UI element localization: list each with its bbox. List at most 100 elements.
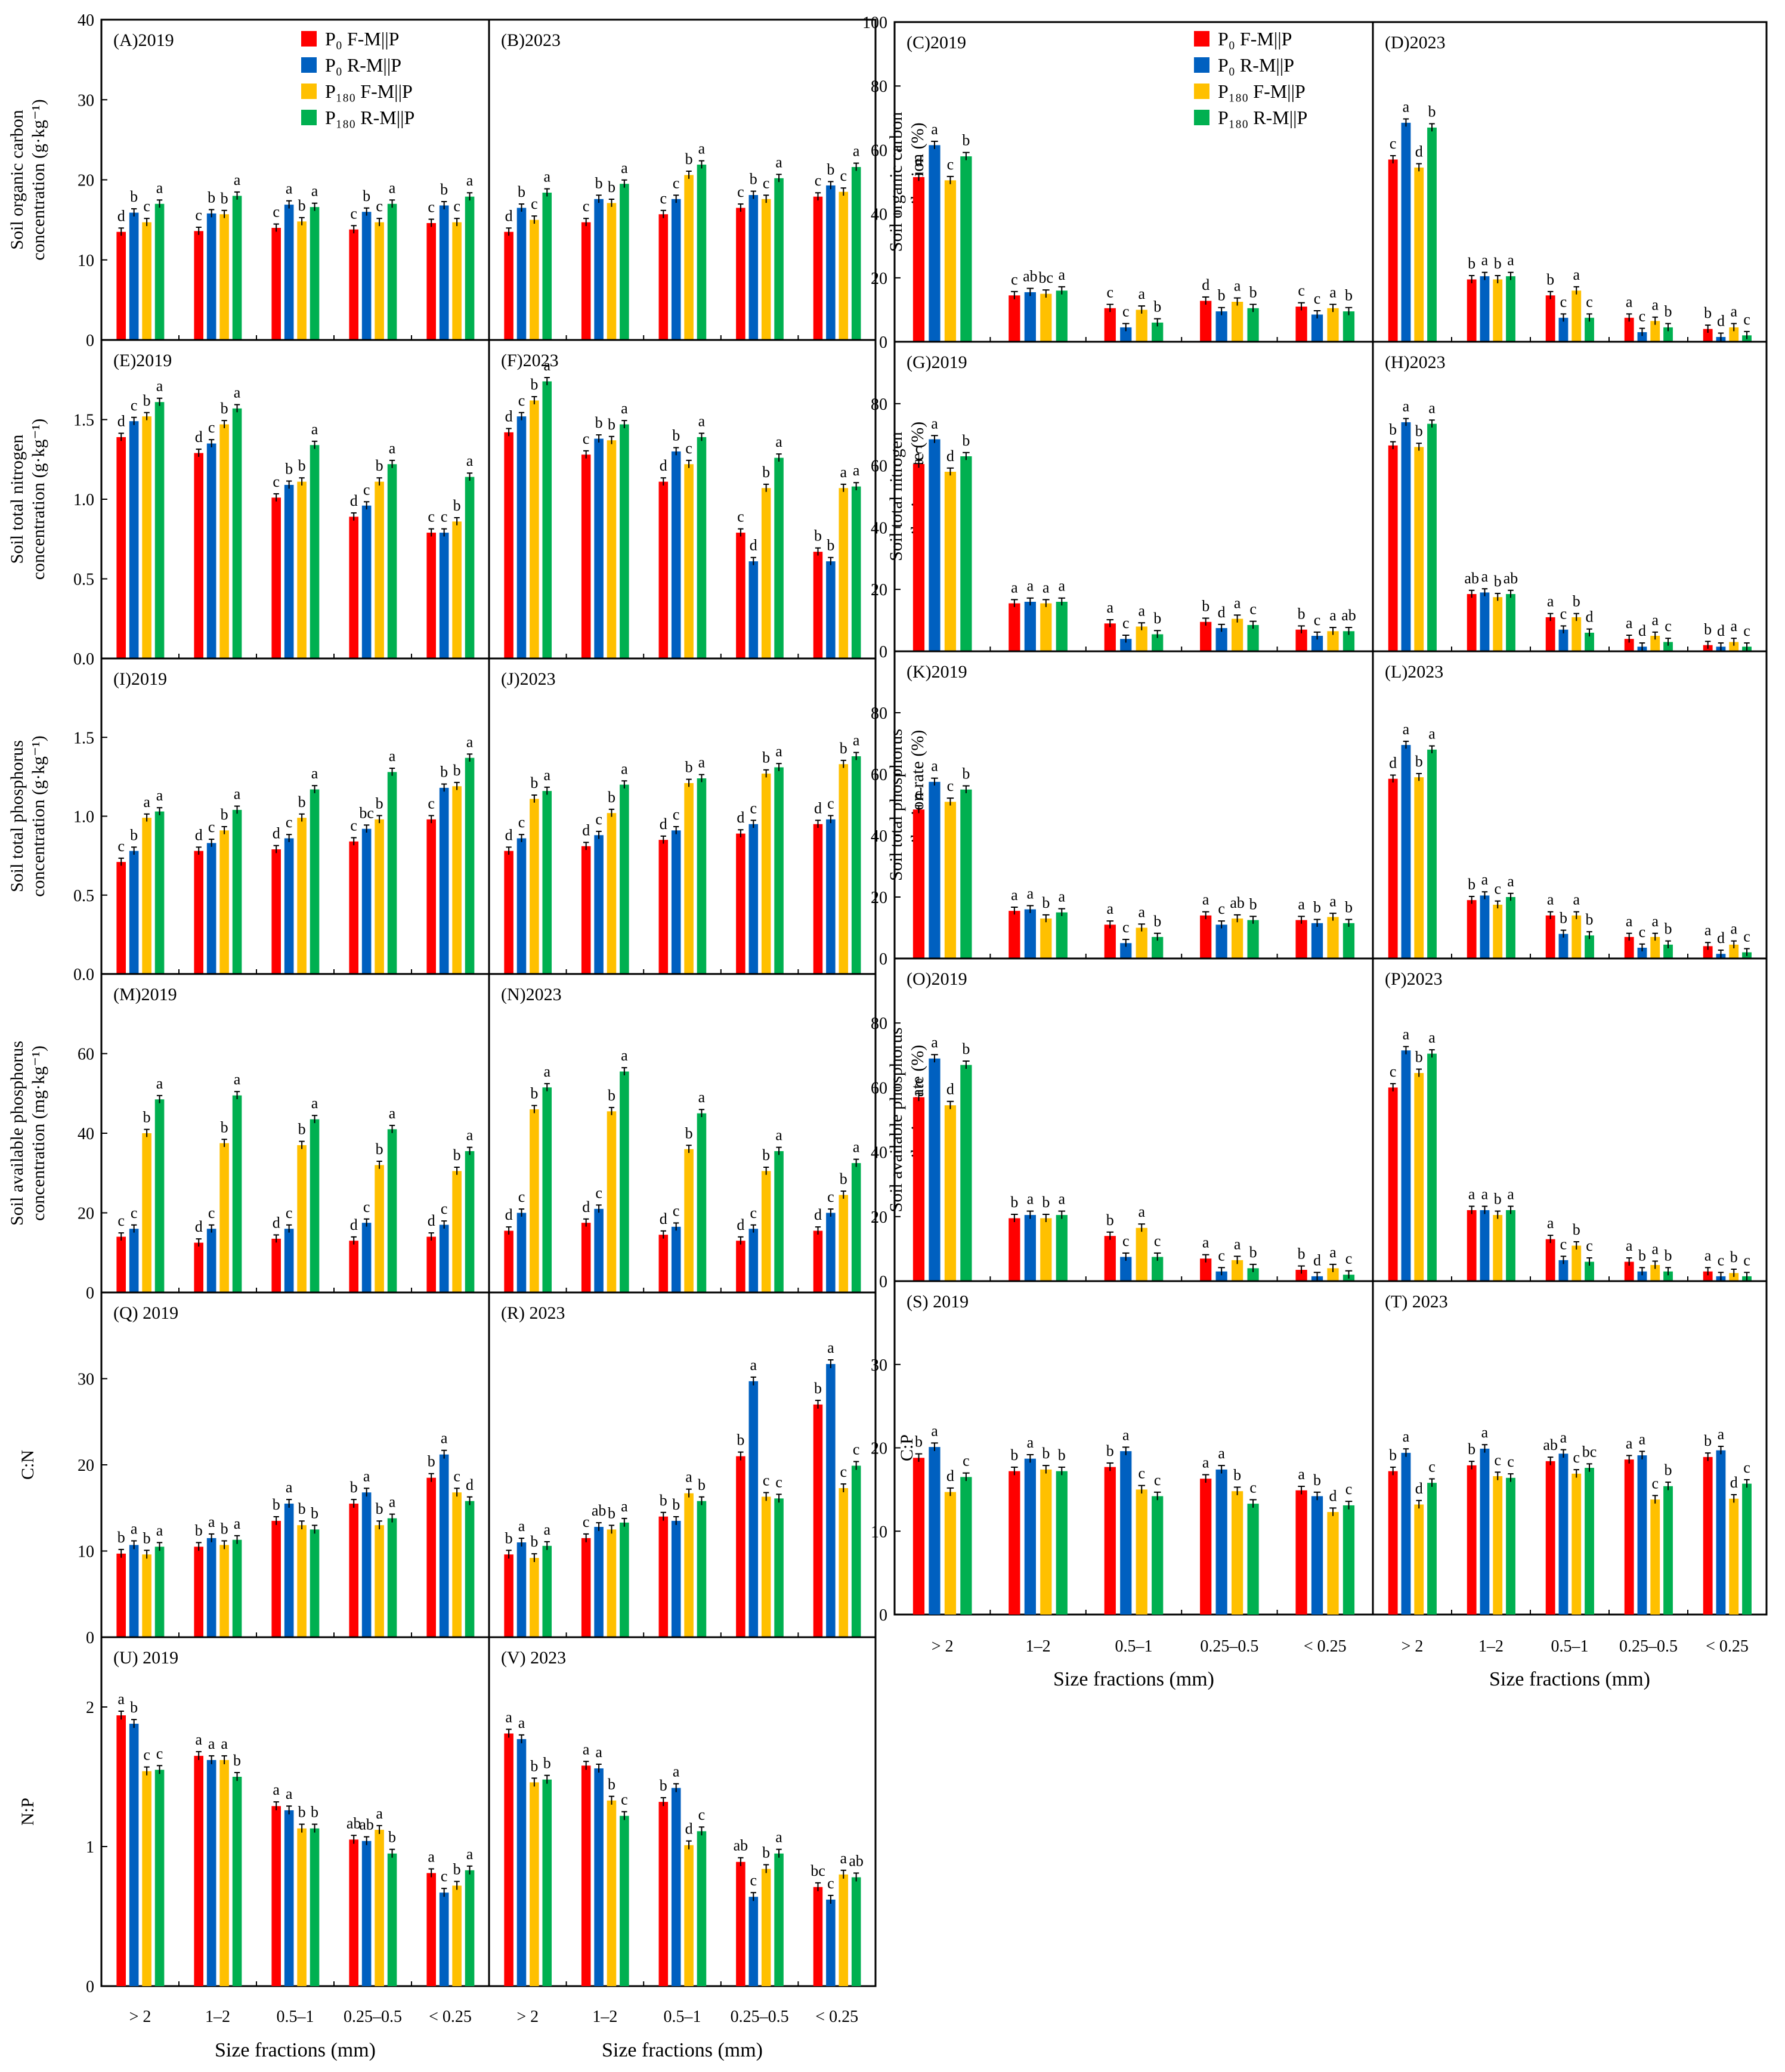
significance-letter: c <box>441 1867 448 1885</box>
bar <box>542 381 552 658</box>
bar <box>271 228 281 340</box>
bar <box>194 453 203 658</box>
bar <box>1703 329 1713 342</box>
bar <box>813 1887 823 1986</box>
bar <box>1247 624 1259 651</box>
bar <box>1295 920 1307 958</box>
panel-title: (N)2023 <box>501 985 562 1004</box>
bar <box>542 1087 552 1292</box>
bar <box>1040 919 1052 958</box>
significance-letter: a <box>1626 913 1633 930</box>
significance-letter: c <box>117 837 125 855</box>
significance-letter: a <box>286 1479 293 1496</box>
panel-title: (O)2019 <box>907 969 967 989</box>
x-axis-title: Size fractions (mm) <box>602 2039 763 2061</box>
bar <box>826 819 836 974</box>
bar <box>465 1501 475 1637</box>
significance-letter: c <box>1494 1451 1501 1468</box>
bar <box>826 1213 836 1292</box>
bar <box>504 1230 513 1292</box>
significance-letter: c <box>1743 928 1750 945</box>
y-tick-label: 20 <box>871 581 887 599</box>
y-tick-label: 30 <box>871 1356 887 1375</box>
bar <box>349 229 358 340</box>
bar <box>310 207 320 340</box>
bar <box>912 1458 925 1615</box>
significance-letter: a <box>1547 1214 1554 1232</box>
significance-letter: b <box>1468 876 1475 893</box>
panel-I: 0.0 0.5 1.0 1.5 Soil total phosphorus concent… <box>7 657 490 984</box>
legend-label: P₁₈₀ R-M||P <box>1218 107 1307 128</box>
significance-letter: a <box>1403 1428 1410 1445</box>
significance-letter: b <box>1106 1442 1114 1459</box>
significance-letter: c <box>518 392 525 409</box>
bar <box>232 1095 242 1292</box>
bar <box>813 1404 823 1637</box>
significance-letter: d <box>505 826 513 843</box>
bar <box>581 454 591 658</box>
significance-letter: a <box>673 1763 680 1780</box>
significance-letter: b <box>530 1085 538 1102</box>
significance-letter: b <box>1586 911 1594 928</box>
bar <box>465 1151 475 1292</box>
bar <box>1295 1270 1307 1281</box>
bar <box>142 416 151 658</box>
bar <box>154 203 165 340</box>
significance-letter: c <box>273 473 280 490</box>
bar <box>607 1800 617 1986</box>
y-tick-label: 0.0 <box>73 650 94 669</box>
significance-letter: c <box>518 814 525 831</box>
significance-letter: c <box>595 1184 602 1201</box>
significance-letter: a <box>621 159 628 177</box>
bar <box>1480 276 1490 342</box>
bar <box>516 208 527 340</box>
y-tick-label: 20 <box>78 1456 94 1475</box>
bar <box>452 786 462 974</box>
bar <box>349 517 358 658</box>
bar <box>1480 1448 1490 1615</box>
significance-letter: b <box>672 426 680 444</box>
bar <box>1056 290 1068 342</box>
bar <box>1506 897 1515 958</box>
bar <box>658 481 669 658</box>
bar <box>1650 321 1660 342</box>
panel-title: (J)2023 <box>501 669 556 689</box>
bar <box>1232 618 1243 651</box>
bar <box>219 214 229 340</box>
significance-letter: b <box>1573 593 1580 610</box>
y-axis-label: Soil total phosphorus <box>7 740 27 892</box>
panel-title: (F)2023 <box>501 351 559 370</box>
bar <box>1467 1465 1477 1615</box>
significance-letter: c <box>428 199 435 216</box>
bar <box>542 1779 552 1986</box>
bar <box>1200 1479 1212 1615</box>
bar <box>375 819 384 974</box>
y-axis-label: concentration (g·kg⁻¹) <box>29 99 48 261</box>
significance-letter: c <box>350 205 357 222</box>
significance-letter: c <box>1743 622 1750 639</box>
bar <box>361 1223 372 1292</box>
significance-letter: a <box>1329 1244 1337 1261</box>
significance-letter: d <box>915 153 923 170</box>
bar <box>1729 642 1739 651</box>
bar <box>1388 445 1398 651</box>
significance-letter: b <box>1298 605 1306 622</box>
significance-letter: a <box>376 1805 383 1822</box>
bar <box>671 830 681 974</box>
significance-letter: b <box>1153 610 1161 627</box>
significance-letter: c <box>1390 135 1397 152</box>
significance-letter: b <box>221 190 228 207</box>
significance-letter: a <box>1059 888 1066 905</box>
significance-letter: a <box>931 1034 938 1051</box>
bar <box>697 1113 707 1292</box>
bar <box>1040 293 1052 342</box>
significance-letter: a <box>1298 895 1305 913</box>
bar <box>297 221 307 340</box>
bar <box>504 231 513 340</box>
bar <box>284 838 294 974</box>
bar <box>426 1236 436 1292</box>
bar <box>271 497 281 658</box>
